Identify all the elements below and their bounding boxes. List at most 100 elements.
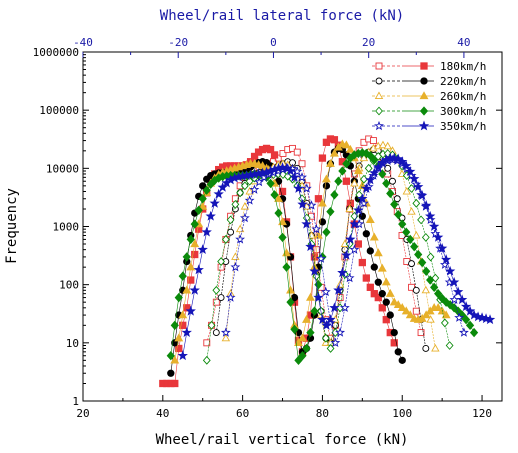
vertical-point: [402, 227, 411, 237]
lateral-point: [421, 285, 431, 294]
lateral-point: [293, 148, 301, 156]
x2-tick-label: 0: [270, 36, 277, 49]
vertical-point: [182, 252, 191, 262]
vertical-point: [266, 178, 275, 189]
vertical-point: [174, 333, 184, 342]
vertical-point: [298, 333, 307, 342]
lateral-point: [344, 272, 355, 283]
vertical-point: [318, 154, 327, 162]
x-tick-label: 20: [76, 407, 89, 420]
vertical-point: [345, 233, 356, 244]
vertical-point: [298, 351, 307, 361]
lateral-point: [345, 204, 354, 212]
vertical-point: [294, 355, 303, 366]
lateral-point: [245, 186, 254, 195]
vertical-point: [484, 314, 496, 325]
vertical-point: [179, 321, 187, 329]
vertical-point: [397, 156, 408, 167]
vertical-point: [278, 187, 287, 196]
vertical-point: [357, 193, 368, 204]
lateral-point: [202, 355, 211, 365]
vertical-point: [421, 310, 431, 319]
vertical-point: [321, 174, 331, 183]
vertical-point: [386, 311, 394, 319]
series-350km/h: [177, 152, 496, 361]
lateral-point: [240, 202, 250, 210]
lateral-point: [421, 232, 430, 242]
x2-tick-label: -40: [73, 36, 93, 49]
vertical-point: [406, 234, 415, 245]
x-tick-label: 100: [392, 407, 412, 420]
y-tick-label: 10: [66, 337, 79, 350]
lateral-point: [445, 341, 454, 350]
vertical-point: [190, 239, 200, 248]
vertical-point: [205, 210, 216, 221]
vertical-point: [468, 309, 480, 320]
lateral-point: [227, 228, 235, 236]
vertical-point: [317, 198, 327, 207]
x-tick-label: 80: [316, 407, 329, 420]
vertical-point: [386, 188, 395, 199]
legend-label: 180km/h: [440, 60, 486, 73]
data-points: [159, 135, 496, 388]
legend-label: 260km/h: [440, 90, 486, 103]
x-tick-label: 40: [156, 407, 169, 420]
vertical-point: [370, 290, 378, 298]
vertical-point: [436, 242, 448, 253]
vertical-point: [414, 249, 423, 260]
legend-marker-vertical: [420, 62, 428, 70]
vertical-point: [302, 343, 311, 354]
vertical-point: [413, 181, 424, 192]
vertical-point: [405, 166, 416, 176]
vertical-point: [469, 327, 479, 338]
vertical-point: [390, 328, 398, 337]
vertical-point: [369, 167, 380, 178]
vertical-point: [197, 244, 208, 255]
vertical-point: [430, 282, 439, 293]
lateral-point: [239, 212, 250, 223]
vertical-point: [394, 348, 402, 356]
lateral-point: [449, 294, 460, 304]
vertical-point: [177, 350, 188, 361]
vertical-point: [175, 344, 183, 353]
vertical-point: [174, 292, 183, 303]
vertical-point: [293, 183, 304, 193]
vertical-point: [325, 314, 336, 325]
lateral-point: [207, 320, 216, 330]
lateral-point: [316, 253, 326, 263]
vertical-point: [425, 210, 436, 221]
y-tick-label: 10000: [46, 162, 79, 175]
vertical-point: [285, 165, 296, 176]
vertical-point: [409, 173, 420, 184]
vertical-point: [382, 178, 391, 189]
x2-tick-label: 20: [362, 36, 375, 49]
vertical-point: [185, 305, 196, 316]
vertical-point: [418, 257, 427, 268]
vertical-point: [309, 265, 320, 276]
vertical-point: [202, 185, 211, 195]
vertical-point: [362, 274, 370, 282]
vertical-point: [329, 302, 340, 313]
vertical-point: [314, 195, 323, 203]
vertical-point: [374, 293, 382, 302]
vertical-point: [338, 166, 347, 176]
lateral-point: [458, 327, 469, 337]
legend-label: 300km/h: [440, 105, 486, 118]
lateral-point: [440, 318, 449, 328]
lateral-point: [307, 230, 316, 239]
lateral-point: [407, 207, 416, 215]
lateral-point: [431, 343, 440, 352]
vertical-point: [398, 219, 407, 229]
vertical-point: [434, 288, 443, 299]
lateral-point: [230, 261, 241, 272]
vertical-point: [401, 306, 411, 315]
vertical-point: [305, 241, 316, 252]
vertical-point: [297, 198, 308, 209]
vertical-point: [199, 182, 207, 190]
y-axis-title: Frequency: [4, 188, 20, 264]
lateral-point: [283, 171, 292, 181]
lateral-point: [221, 333, 231, 342]
lateral-point: [279, 170, 287, 180]
vertical-point: [382, 316, 390, 324]
